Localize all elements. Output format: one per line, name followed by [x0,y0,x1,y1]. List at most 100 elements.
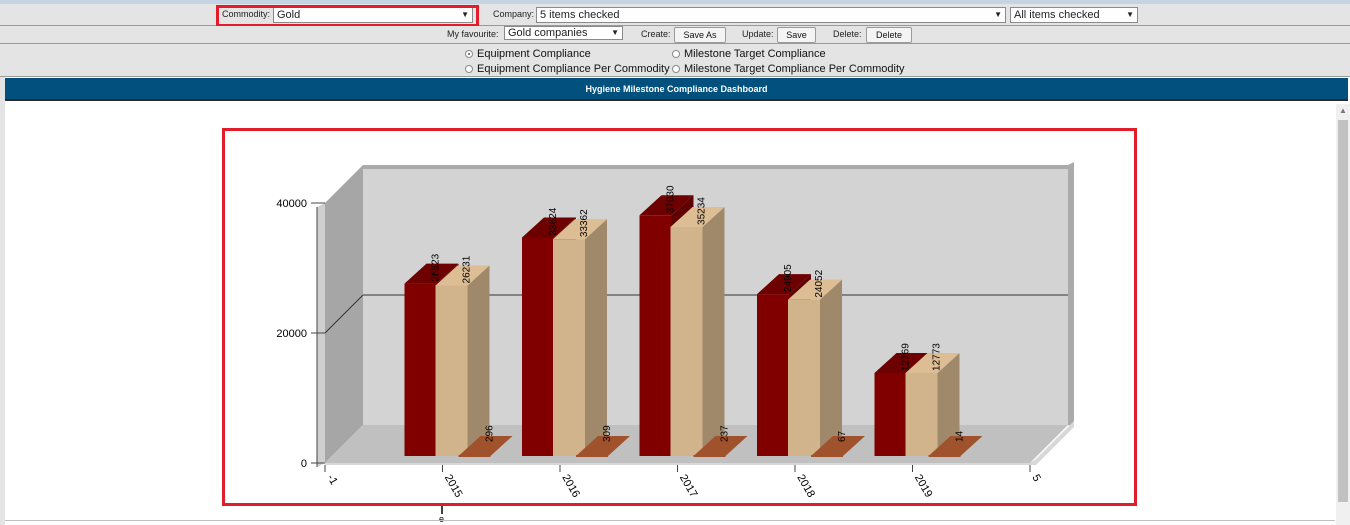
y-tick-label: 0 [301,458,307,470]
scrollbar-thumb[interactable] [1338,120,1348,502]
update-label: Update: [742,29,774,39]
bar [458,455,491,457]
radio-label: Milestone Target Compliance Per Commodit… [684,63,905,75]
left-edge [0,77,5,525]
bar [905,372,938,456]
bar-top [905,352,960,373]
top-border [0,0,1350,4]
radio-selected-icon [465,50,473,58]
extra-select[interactable]: All items checked ▼ [1010,7,1138,23]
bar-top [522,217,576,238]
data-label: 26523 [431,253,442,281]
bar [553,239,585,456]
data-label: 35234 [697,197,708,225]
extra-value: All items checked [1014,9,1100,21]
bar-top [458,436,513,456]
bar-top [811,436,865,456]
data-label: 296 [485,425,496,442]
bar [404,283,437,456]
bar-side [702,206,725,456]
bar-top [553,219,607,240]
radio-label: Equipment Compliance [477,48,591,60]
radio-unselected-icon [465,65,473,73]
radio-label: Equipment Compliance Per Commodity [477,63,670,75]
commodity-label: Commodity: [222,9,271,19]
data-label: 12769 [901,343,912,371]
bar [576,454,608,457]
bar-side [820,279,842,456]
radio-unselected-icon [672,65,680,73]
data-label: 33624 [548,207,559,235]
bar-top [928,436,983,456]
chevron-down-icon: ▼ [461,10,469,19]
gridline-diagonal [324,294,364,334]
chevron-down-icon: ▼ [1126,10,1134,19]
scroll-up-icon[interactable]: ▲ [1339,106,1347,115]
company-label: Company: [493,9,535,19]
radio-unselected-icon [672,50,680,58]
favourite-label: My favourite: [447,29,499,39]
data-label: 309 [602,425,613,442]
bar-top [874,353,929,374]
data-label: 12773 [932,343,943,371]
chart-highlight [222,128,1137,506]
bar-side [585,219,607,456]
save-button[interactable]: Save [777,27,816,43]
company-value: 5 items checked [540,9,620,21]
y-tick-label: 20000 [276,328,307,340]
commodity-highlight [216,5,479,27]
radio-milestone-target-compliance[interactable]: Milestone Target Compliance [672,48,826,60]
bar-top [788,279,842,300]
x-tick-label: 5 [1029,473,1042,484]
favourite-value: Gold companies [508,27,588,39]
favourite-bar: My favourite: Gold companies ▼ Create: S… [0,26,1350,44]
radio-equipment-compliance-per-commodity[interactable]: Equipment Compliance Per Commodity [465,63,670,75]
filter-bar: Commodity: Gold ▼ Company: 5 items check… [0,4,1350,26]
data-label: 24905 [783,264,794,292]
delete-label: Delete: [833,29,862,39]
commodity-value: Gold [277,9,301,21]
view-options: Equipment Compliance Milestone Target Co… [0,44,1350,77]
bar-top [639,195,694,216]
data-label: 14 [955,430,966,442]
bar [757,294,789,456]
bar-side [937,352,960,456]
data-label: 67 [837,430,848,442]
left-wall-edge [317,203,325,467]
company-select[interactable]: 5 items checked ▼ [536,7,1006,23]
delete-button[interactable]: Delete [866,27,912,43]
bottom-divider [5,520,1335,521]
data-label: 37030 [666,185,677,213]
radio-milestone-target-compliance-per-commodity[interactable]: Milestone Target Compliance Per Commodit… [672,63,905,75]
bar [928,455,961,457]
bar [435,285,468,456]
create-label: Create: [641,29,671,39]
bar [670,226,703,456]
data-label: 26231 [462,255,473,283]
radio-equipment-compliance[interactable]: Equipment Compliance [465,48,591,60]
bar [639,215,672,456]
bar-top [757,274,811,295]
radio-label: Milestone Target Compliance [684,48,826,60]
bar-top [435,265,490,286]
bar [874,373,907,456]
back-wall-top [363,165,1074,169]
data-label: 237 [720,425,731,442]
bar [788,299,820,456]
chevron-down-icon: ▼ [611,28,619,37]
save-as-button[interactable]: Save As [674,27,726,43]
dashboard-title: Hygiene Milestone Compliance Dashboard [5,78,1348,101]
bar [811,455,843,457]
bar-top [670,206,725,227]
back-wall-right-edge [1068,162,1074,427]
bar-side [467,265,490,456]
y-tick-label: 40000 [276,198,307,210]
data-label: 33362 [579,209,590,237]
favourite-select[interactable]: Gold companies ▼ [504,26,623,40]
bar-top [404,263,459,284]
data-label: 24052 [814,269,825,297]
bar-top [693,436,748,456]
bar [693,455,726,457]
vertical-scrollbar[interactable]: ▲ [1336,104,1350,525]
